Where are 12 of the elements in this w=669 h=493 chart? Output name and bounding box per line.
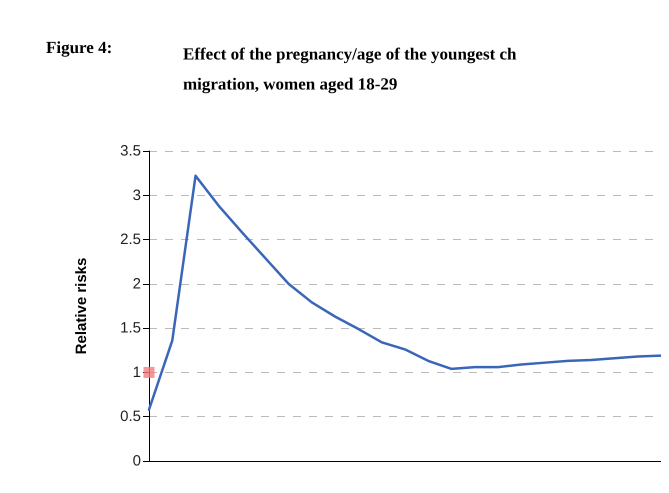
y-tick-label: 3 — [132, 186, 141, 204]
y-tick-label: 2 — [132, 275, 141, 292]
y-tick-label: 3.5 — [120, 142, 141, 160]
y-tick-label: 1 — [132, 364, 141, 381]
y-axis-title: Relative risks — [73, 258, 90, 354]
y-tick-label: 1.5 — [120, 320, 141, 337]
y-tick-label: 2.5 — [120, 231, 141, 248]
chart-title: Figure 4: — [46, 38, 112, 57]
y-tick-label: 0.5 — [120, 408, 141, 426]
chart-subtitle: Effect of the pregnancy/age of the youngest ch migration, women aged 18-29 — [183, 44, 518, 94]
line-series — [148, 174, 661, 411]
y-tick-label: 0 — [132, 452, 141, 470]
